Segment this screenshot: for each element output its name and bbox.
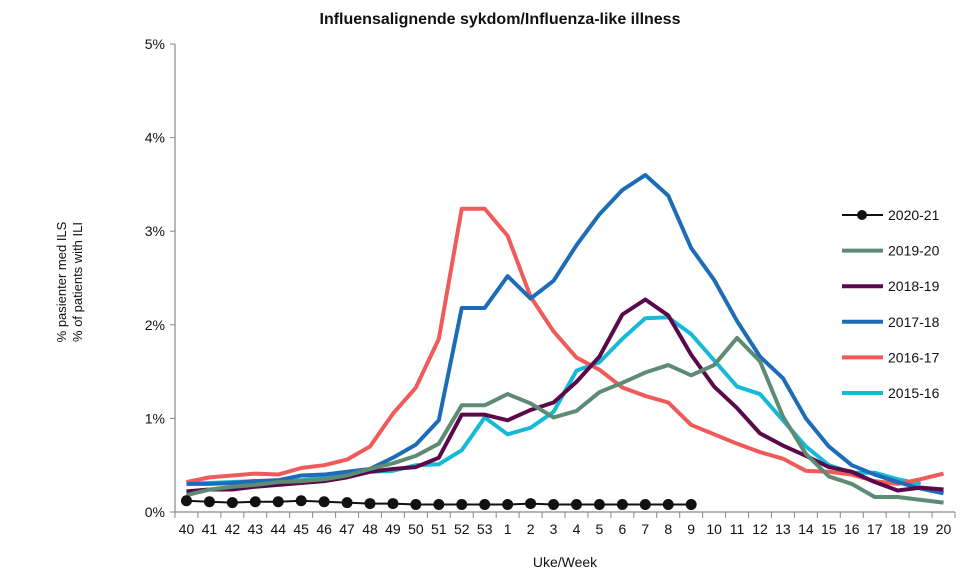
x-tick-label: 5 xyxy=(596,521,604,537)
axes: 0%1%2%3%4%5%40 41 42 43 44 45 46 47 48 49 50 51 52 53… xyxy=(145,36,956,537)
x-tick-label: 17 xyxy=(867,521,883,537)
data-point xyxy=(502,499,514,511)
x-tick-label: 11 xyxy=(730,521,745,537)
data-point xyxy=(616,499,628,511)
y-tick-label: 4% xyxy=(145,130,165,146)
series-group xyxy=(180,173,945,511)
legend-label: 2019-20 xyxy=(888,243,940,259)
x-tick-label: 20 xyxy=(936,521,952,537)
series-2018-19 xyxy=(186,297,944,494)
x-tick-label: 19 xyxy=(913,521,929,537)
data-point xyxy=(295,495,307,507)
series-line-2019-20 xyxy=(185,335,944,505)
data-point xyxy=(456,499,468,511)
data-point xyxy=(479,499,491,511)
x-tick-label: 15 xyxy=(821,521,837,537)
data-point xyxy=(249,496,261,508)
legend-label: 2015-16 xyxy=(888,385,940,401)
data-point xyxy=(548,499,560,511)
series-line-2018-19 xyxy=(186,297,944,494)
y-tick-label: 3% xyxy=(145,223,165,239)
legend-label: 2020-21 xyxy=(888,207,940,223)
legend-item-2019-20: 2019-20 xyxy=(842,243,940,259)
legend-label: 2018-19 xyxy=(888,278,940,294)
x-tick-label: 16 xyxy=(844,521,860,537)
y-axis-title-line-1: % pasienter med ILS xyxy=(54,221,69,342)
data-point xyxy=(272,496,284,508)
x-tick-label: 45 xyxy=(293,521,309,537)
legend: 2020-21 2019-20 2018-19 2017-18 2016-17 2015-… xyxy=(842,207,940,401)
data-point xyxy=(203,496,215,508)
series-2020-21 xyxy=(180,495,697,511)
data-point xyxy=(387,498,399,510)
data-point xyxy=(410,499,422,511)
x-tick-label: 9 xyxy=(687,521,695,537)
x-tick-label: 43 xyxy=(248,521,264,537)
x-tick-label: 10 xyxy=(706,521,722,537)
x-tick-label: 13 xyxy=(775,521,791,537)
data-point xyxy=(318,496,330,508)
data-point xyxy=(639,499,651,511)
legend-item-2017-18: 2017-18 xyxy=(842,314,940,330)
x-tick-label: 48 xyxy=(362,521,378,537)
x-tick-label: 6 xyxy=(618,521,626,537)
legend-item-2015-16: 2015-16 xyxy=(842,385,940,401)
legend-item-2016-17: 2016-17 xyxy=(842,349,940,365)
x-tick-label: 4 xyxy=(573,521,581,537)
legend-label: 2017-18 xyxy=(888,314,940,330)
y-axis-title-line-2: % of patients with ILI xyxy=(70,222,85,342)
legend-label: 2016-17 xyxy=(888,349,940,365)
x-tick-label: 1 xyxy=(504,521,512,537)
data-point xyxy=(662,499,674,511)
x-tick-label: 12 xyxy=(752,521,768,537)
x-tick-label: 40 xyxy=(179,521,195,537)
data-point xyxy=(341,497,353,509)
y-tick-label: 5% xyxy=(145,36,165,52)
data-point xyxy=(433,499,445,511)
legend-item-2018-19: 2018-19 xyxy=(842,278,940,294)
data-point xyxy=(226,497,238,509)
data-point xyxy=(593,499,605,511)
x-tick-label: 7 xyxy=(641,521,649,537)
series-line-2017-18 xyxy=(186,173,944,496)
data-point xyxy=(525,498,537,510)
series-line-2016-17 xyxy=(186,206,945,486)
x-axis-title: Uke/Week xyxy=(533,554,598,570)
legend-item-2020-21: 2020-21 xyxy=(842,207,940,223)
x-tick-label: 42 xyxy=(225,521,241,537)
x-tick-label: 52 xyxy=(454,521,470,537)
x-tick-label: 49 xyxy=(385,521,401,537)
chart-title: Influensalignende sykdom/Influenza-like … xyxy=(320,11,681,28)
x-tick-label: 47 xyxy=(339,521,355,537)
x-tick-label: 53 xyxy=(477,521,493,537)
series-2016-17 xyxy=(186,206,945,486)
y-tick-label: 2% xyxy=(145,317,165,333)
legend-marker xyxy=(857,210,867,220)
x-tick-label: 14 xyxy=(798,521,814,537)
x-tick-label: 18 xyxy=(890,521,906,537)
y-tick-label: 1% xyxy=(145,410,165,426)
series-2017-18 xyxy=(186,173,944,496)
x-tick-label: 50 xyxy=(408,521,424,537)
x-tick-label: 51 xyxy=(431,521,447,537)
x-tick-label: 8 xyxy=(664,521,672,537)
data-point xyxy=(180,495,192,507)
x-tick-label: 41 xyxy=(202,521,218,537)
x-tick-label: 44 xyxy=(270,521,286,537)
x-tick-label: 2 xyxy=(527,521,535,537)
x-tick-label: 3 xyxy=(550,521,558,537)
data-point xyxy=(570,499,582,511)
x-tick-label: 46 xyxy=(316,521,332,537)
data-point xyxy=(364,498,376,510)
series-2019-20 xyxy=(185,335,944,505)
y-tick-label: 0% xyxy=(145,504,165,520)
data-point xyxy=(685,499,697,511)
y-axis-title: % pasienter med ILS % of patients with I… xyxy=(54,221,85,342)
